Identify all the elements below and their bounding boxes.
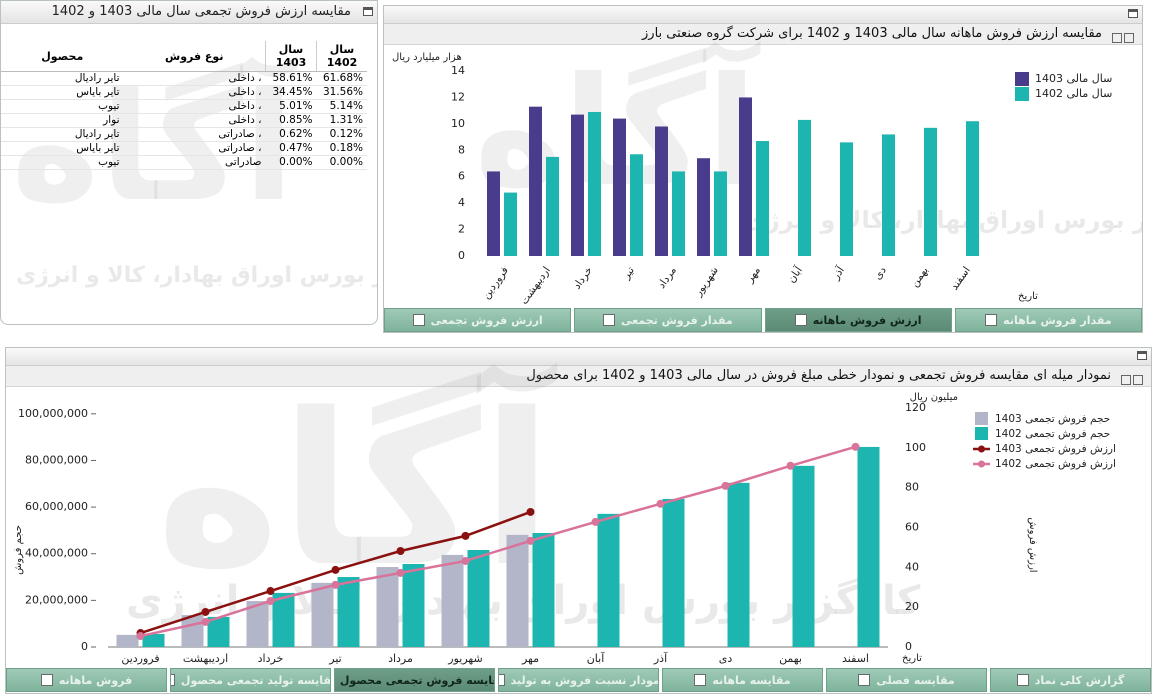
tab-label[interactable]: نمودار نسبت فروش به تولید <box>510 673 659 687</box>
watermark-slogan: کارگزار بورس اوراق بهادار، کالا و انرژی <box>16 263 377 288</box>
table-cell: 5.01% <box>265 99 317 114</box>
tab[interactable]: نمودار نسبت فروش به تولید <box>498 668 659 692</box>
table-cell: 58.61% <box>265 71 317 86</box>
table-cell: تایر رادیال <box>1 127 124 142</box>
table-cell: داخلی ، <box>123 113 266 128</box>
monthly-panel: مقایسه ارزش فروش ماهانه سال مالی 1403 و … <box>383 5 1143 333</box>
tab-icon[interactable] <box>40 674 53 686</box>
table-cell: 31.56% <box>316 85 367 100</box>
tab-icon[interactable] <box>171 674 175 686</box>
tab-label[interactable]: ارزش فروش تجمعی <box>430 313 543 327</box>
tab[interactable]: ارزش فروش تجمعی <box>384 308 572 332</box>
table-row: تایر رادیال داخلی ، 58.61% 61.68% <box>1 71 367 86</box>
table-cell: داخلی ، <box>123 99 266 114</box>
tab-label[interactable]: مقدار فروش تجمعی <box>621 313 733 327</box>
table-row: تایر رادیال صادراتی ، 0.62% 0.12% <box>1 127 367 142</box>
tab-icon[interactable] <box>499 674 505 686</box>
table-cell: 34.45% <box>265 85 317 100</box>
maximize-icon[interactable] <box>1137 351 1147 360</box>
table-cell: داخلی ، <box>123 85 266 100</box>
table-cell: صادراتی <box>123 155 266 170</box>
column-header: محصول <box>1 41 124 72</box>
panel-header <box>384 6 1142 24</box>
watermark-logo: آگاه <box>474 46 758 220</box>
tab-icon[interactable] <box>603 314 616 326</box>
table-cell: تایر رادیال <box>1 71 124 86</box>
column-header: سال 1402 <box>316 41 367 72</box>
table-cell: تایر بایاس <box>1 141 124 156</box>
tab-icon[interactable] <box>794 314 807 326</box>
table-cell: 0.00% <box>316 155 367 170</box>
tab-bar: مقدار فروش ماهانه ارزش فروش ماهانه مقدار ف… <box>384 308 1142 332</box>
table-row: تایر بایاس صادراتی ، 0.47% 0.18% <box>1 141 367 156</box>
watermark-logo: آگاه <box>156 368 553 613</box>
table-cell: تیوب <box>1 155 124 170</box>
panel-header <box>6 348 1151 366</box>
chart-title: نمودار میله ای مقایسه فروش تجمعی و نمودا… <box>6 366 1151 387</box>
table-panel: مقایسه ارزش فروش تجمعی سال مالی 1403 و 1… <box>0 0 378 325</box>
table-cell: 0.47% <box>265 141 317 156</box>
tab-bar: گزارش کلی نماد مقایسه فصلی مقایسه ماهانه نم… <box>6 668 1151 692</box>
table-cell: 61.68% <box>316 71 367 86</box>
tab-label[interactable]: مقایسه فروش تجمعی محصول <box>339 673 495 687</box>
table-cell: 0.85% <box>265 113 317 128</box>
table-cell: نوار <box>1 113 124 128</box>
toolbar-icons[interactable] <box>1110 28 1136 43</box>
table-cell: تیوب <box>1 99 124 114</box>
tab-label[interactable]: گزارش کلی نماد <box>1034 673 1125 687</box>
tab-icon[interactable] <box>694 674 707 686</box>
tab-icon[interactable] <box>412 314 425 326</box>
table-cell: 1.31% <box>316 113 367 128</box>
tab[interactable]: مقایسه فروش تجمعی محصول <box>334 668 495 692</box>
tab-icon[interactable] <box>1016 674 1029 686</box>
table-cell: صادراتی ، <box>123 127 266 142</box>
panel-header: مقایسه ارزش فروش تجمعی سال مالی 1403 و 1… <box>1 1 377 24</box>
table-cell: 0.12% <box>316 127 367 142</box>
table-cell: تایر بایاس <box>1 85 124 100</box>
maximize-icon[interactable] <box>363 7 373 16</box>
table-cell: 0.18% <box>316 141 367 156</box>
column-header: سال 1403 <box>265 41 317 72</box>
tab[interactable]: ارزش فروش ماهانه <box>764 308 952 332</box>
column-header: نوع فروش <box>123 41 266 72</box>
tab[interactable]: مقایسه ماهانه <box>662 668 823 692</box>
table-row: تیوب داخلی ، 5.01% 5.14% <box>1 99 367 114</box>
table-row: تیوب صادراتی 0.00% 0.00% <box>1 155 367 170</box>
table-cell: داخلی ، <box>123 71 266 86</box>
chart-title: مقایسه ارزش فروش ماهانه سال مالی 1403 و … <box>384 24 1142 45</box>
cumulative-panel: نمودار میله ای مقایسه فروش تجمعی و نمودا… <box>5 347 1152 694</box>
table-row: نوار داخلی ، 0.85% 1.31% <box>1 113 367 128</box>
tab[interactable]: مقایسه تولید تجمعی محصول <box>170 668 331 692</box>
tab[interactable]: مقدار فروش ماهانه <box>954 308 1142 332</box>
table-cell: 0.00% <box>265 155 317 170</box>
tab-label[interactable]: مقایسه تولید تجمعی محصول <box>180 673 331 687</box>
tab[interactable]: گزارش کلی نماد <box>990 668 1151 692</box>
tab-icon[interactable] <box>985 314 998 326</box>
watermark-slogan: کارگزار بورس اوراق بهادار، کالا و انرژی <box>126 578 921 624</box>
tab-label[interactable]: مقایسه ماهانه <box>712 673 791 687</box>
tab[interactable]: مقایسه فصلی <box>826 668 987 692</box>
tab[interactable]: فروش ماهانه <box>6 668 167 692</box>
tab-icon[interactable] <box>858 674 871 686</box>
tab-label[interactable]: مقدار فروش ماهانه <box>1003 313 1112 327</box>
table-cell: صادراتی ، <box>123 141 266 156</box>
panel-title: مقایسه ارزش فروش تجمعی سال مالی 1403 و 1… <box>51 4 351 19</box>
table-cell: 0.62% <box>265 127 317 142</box>
tab-label[interactable]: فروش ماهانه <box>58 673 133 687</box>
share-table: محصول نوع فروش سال 1403 سال 1402 تایر رادیال… <box>1 41 367 170</box>
table-cell: 5.14% <box>316 99 367 114</box>
table-row: تایر بایاس داخلی ، 34.45% 31.56% <box>1 85 367 100</box>
toolbar-icons[interactable] <box>1119 370 1145 385</box>
watermark-slogan: کارگزار بورس اوراق بهادار، کالا و انرژی <box>744 206 1142 234</box>
maximize-icon[interactable] <box>1128 9 1138 18</box>
tab[interactable]: مقدار فروش تجمعی <box>574 308 762 332</box>
tab-label[interactable]: مقایسه فصلی <box>876 673 955 687</box>
tab-label[interactable]: ارزش فروش ماهانه <box>812 313 922 327</box>
